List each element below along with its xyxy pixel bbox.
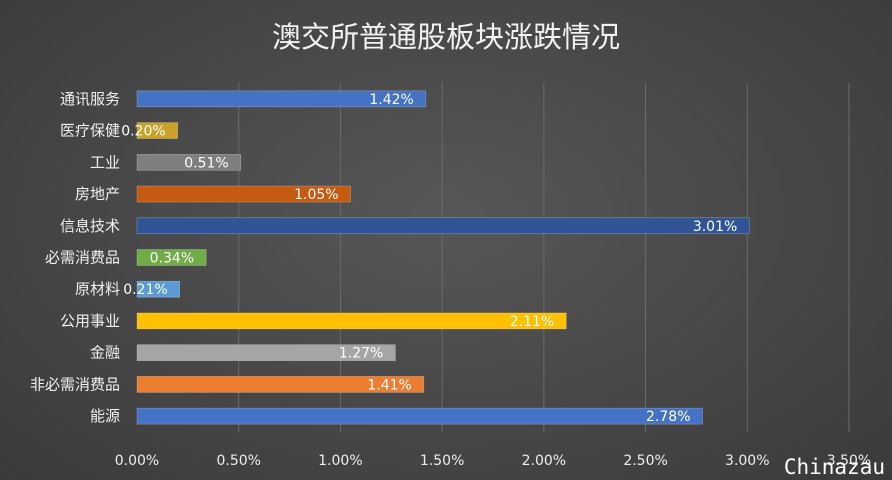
- bar: [136, 90, 427, 108]
- x-tick-label: 2.00%: [522, 453, 566, 469]
- category-label: 医疗保健: [60, 122, 120, 140]
- data-label: 2.78%: [646, 409, 690, 425]
- data-label: 2.11%: [510, 314, 554, 330]
- category-label: 非必需消费品: [30, 375, 120, 393]
- bar: [136, 280, 181, 298]
- data-label: 3.01%: [693, 219, 737, 235]
- category-label: 公用事业: [60, 312, 120, 330]
- data-label: 1.27%: [339, 346, 383, 362]
- x-tick-label: 1.50%: [420, 453, 464, 469]
- category-label: 能源: [90, 407, 120, 425]
- data-label: 1.42%: [369, 92, 413, 108]
- category-label: 必需消费品: [45, 249, 120, 267]
- category-label: 原材料: [75, 280, 120, 298]
- data-label: 1.41%: [367, 377, 411, 393]
- bars: [136, 90, 750, 425]
- gridlines: [238, 83, 850, 432]
- bar: [136, 376, 425, 393]
- bar: [136, 185, 351, 203]
- x-tick-label: 2.50%: [623, 453, 667, 469]
- x-tick-label: 3.50%: [827, 453, 871, 469]
- bar: [136, 312, 567, 330]
- category-label: 信息技术: [60, 217, 120, 235]
- bar: [136, 249, 207, 266]
- data-labels: 1.42% 0.20% 0.51% 1.05% 3.01% 0.34% 0.21% 2.11%…: [121, 92, 737, 425]
- watermark: Chinazau: [784, 455, 885, 479]
- category-label: 通讯服务: [60, 90, 120, 108]
- data-label: 0.51%: [184, 155, 228, 171]
- data-label: 1.05%: [294, 187, 338, 203]
- category-label: 工业: [90, 153, 120, 171]
- x-tick-label: 1.00%: [318, 453, 362, 469]
- category-label: 金融: [90, 344, 120, 362]
- bar: [136, 154, 242, 171]
- x-tick-label: 3.00%: [725, 453, 769, 469]
- bar: [136, 344, 396, 361]
- x-tick-labels: 0.00% 0.50% 1.00% 1.50% 2.00% 2.50% 3.00% 3.50%: [115, 453, 871, 469]
- bar: [136, 217, 750, 235]
- chart-title: 澳交所普通股板块涨跌情况: [272, 20, 620, 54]
- data-label: 0.34%: [150, 251, 194, 267]
- x-tick-label: 0.50%: [216, 453, 260, 469]
- data-label: 0.21%: [123, 282, 167, 298]
- category-label: 房地产: [75, 185, 120, 203]
- data-label: 0.20%: [121, 124, 165, 140]
- bar: [136, 122, 178, 139]
- bar: [136, 407, 703, 425]
- x-tick-label: 0.00%: [115, 453, 159, 469]
